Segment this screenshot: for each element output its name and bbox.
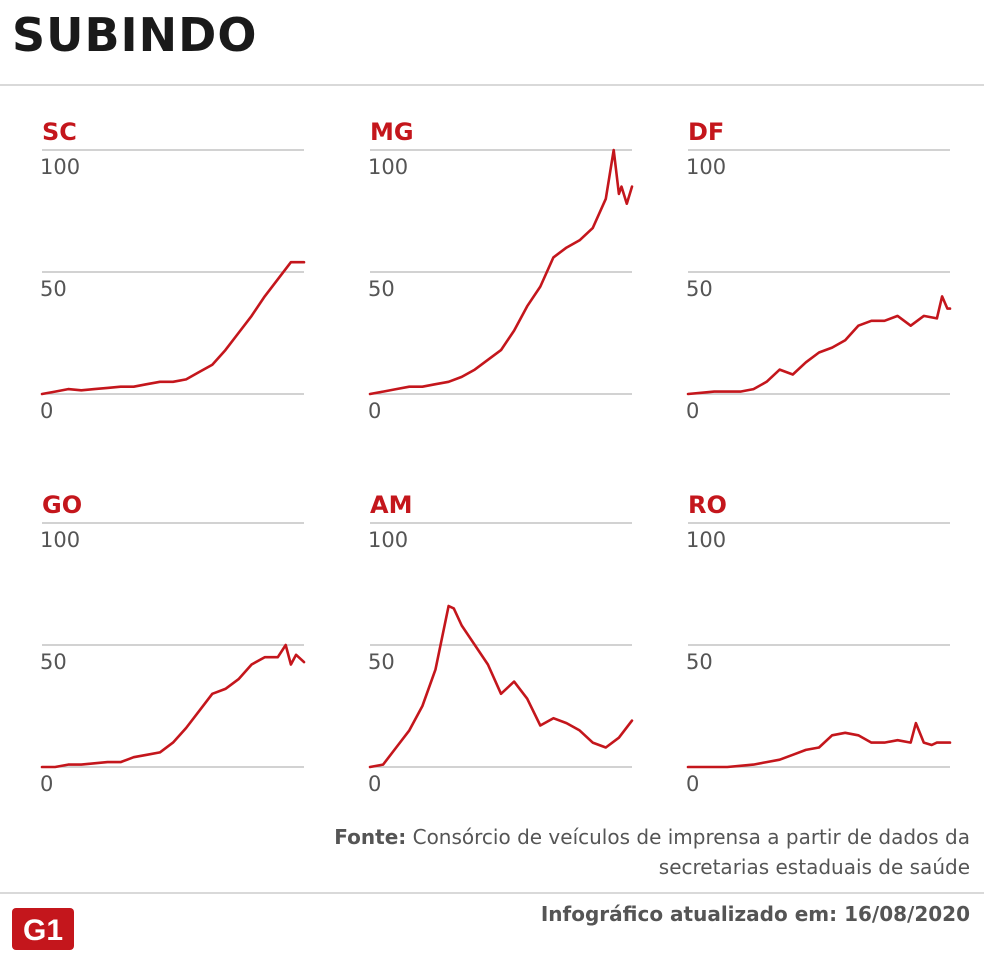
page-title: SUBINDO	[12, 8, 258, 62]
y-tick-label-100: 100	[686, 528, 726, 552]
g1-logo: G1	[12, 908, 74, 950]
chart-title-sc: SC	[42, 118, 77, 146]
y-tick-label-0: 0	[40, 772, 53, 796]
y-tick-label-0: 0	[368, 399, 381, 423]
source-text: Consórcio de veículos de imprensa a part…	[406, 825, 970, 879]
chart-panel-am: AM 0 50 100	[368, 491, 634, 796]
y-tick-label-0: 0	[368, 772, 381, 796]
logo-text: G1	[23, 914, 63, 947]
chart-title-am: AM	[370, 491, 412, 519]
y-tick-label-100: 100	[368, 155, 408, 179]
series-line-df	[686, 295, 952, 396]
chart-title-mg: MG	[370, 118, 414, 146]
source-note: Fonte: Consórcio de veículos de imprensa…	[270, 822, 970, 882]
series-line-sc	[40, 260, 306, 396]
chart-panel-mg: MG 0 50 100	[368, 118, 634, 423]
y-tick-label-0: 0	[686, 399, 699, 423]
chart-panel-sc: SC 0 50 100	[40, 118, 306, 423]
y-tick-label-50: 50	[368, 650, 395, 674]
y-tick-label-0: 0	[686, 772, 699, 796]
source-label: Fonte:	[334, 825, 407, 849]
series-line-ro	[686, 721, 952, 769]
chart-title-go: GO	[42, 491, 82, 519]
footer-divider	[0, 892, 984, 894]
y-tick-label-50: 50	[686, 277, 713, 301]
chart-panel-go: GO 0 50 100	[40, 491, 306, 796]
series-line-am	[368, 604, 634, 769]
y-tick-label-50: 50	[40, 650, 67, 674]
updated-note: Infográfico atualizado em: 16/08/2020	[540, 902, 970, 926]
y-tick-label-50: 50	[686, 650, 713, 674]
y-tick-label-0: 0	[40, 399, 53, 423]
chart-panel-df: DF 0 50 100	[686, 118, 952, 423]
y-tick-label-100: 100	[40, 155, 80, 179]
y-tick-label-50: 50	[368, 277, 395, 301]
header-divider	[0, 84, 984, 86]
y-tick-label-50: 50	[40, 277, 67, 301]
series-line-mg	[368, 148, 634, 396]
y-tick-label-100: 100	[40, 528, 80, 552]
chart-title-df: DF	[688, 118, 724, 146]
y-tick-label-100: 100	[686, 155, 726, 179]
chart-panel-ro: RO 0 50 100	[686, 491, 952, 796]
series-line-go	[40, 643, 306, 769]
y-tick-label-100: 100	[368, 528, 408, 552]
chart-title-ro: RO	[688, 491, 727, 519]
